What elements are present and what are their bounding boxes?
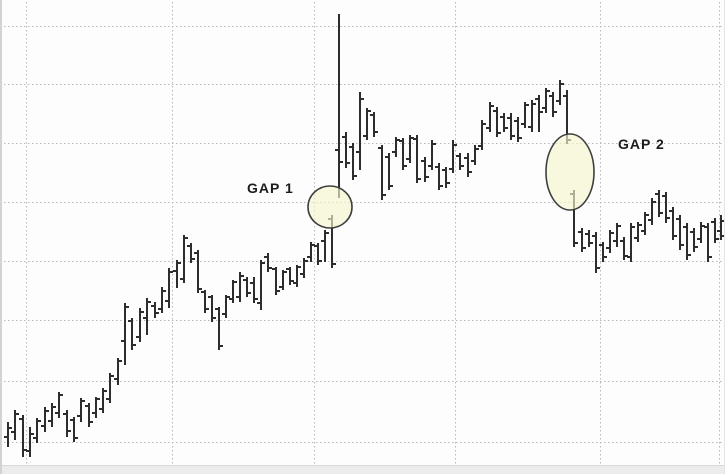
grid-layer [4,2,724,464]
price-bars-layer [4,14,724,457]
bottom-edge-strip [2,465,724,474]
gap2-highlight-ellipse [545,133,595,211]
gap1-highlight-ellipse [307,185,353,229]
gap2-annotation-label: GAP 2 [618,136,665,152]
gap1-annotation-label: GAP 1 [247,180,294,196]
